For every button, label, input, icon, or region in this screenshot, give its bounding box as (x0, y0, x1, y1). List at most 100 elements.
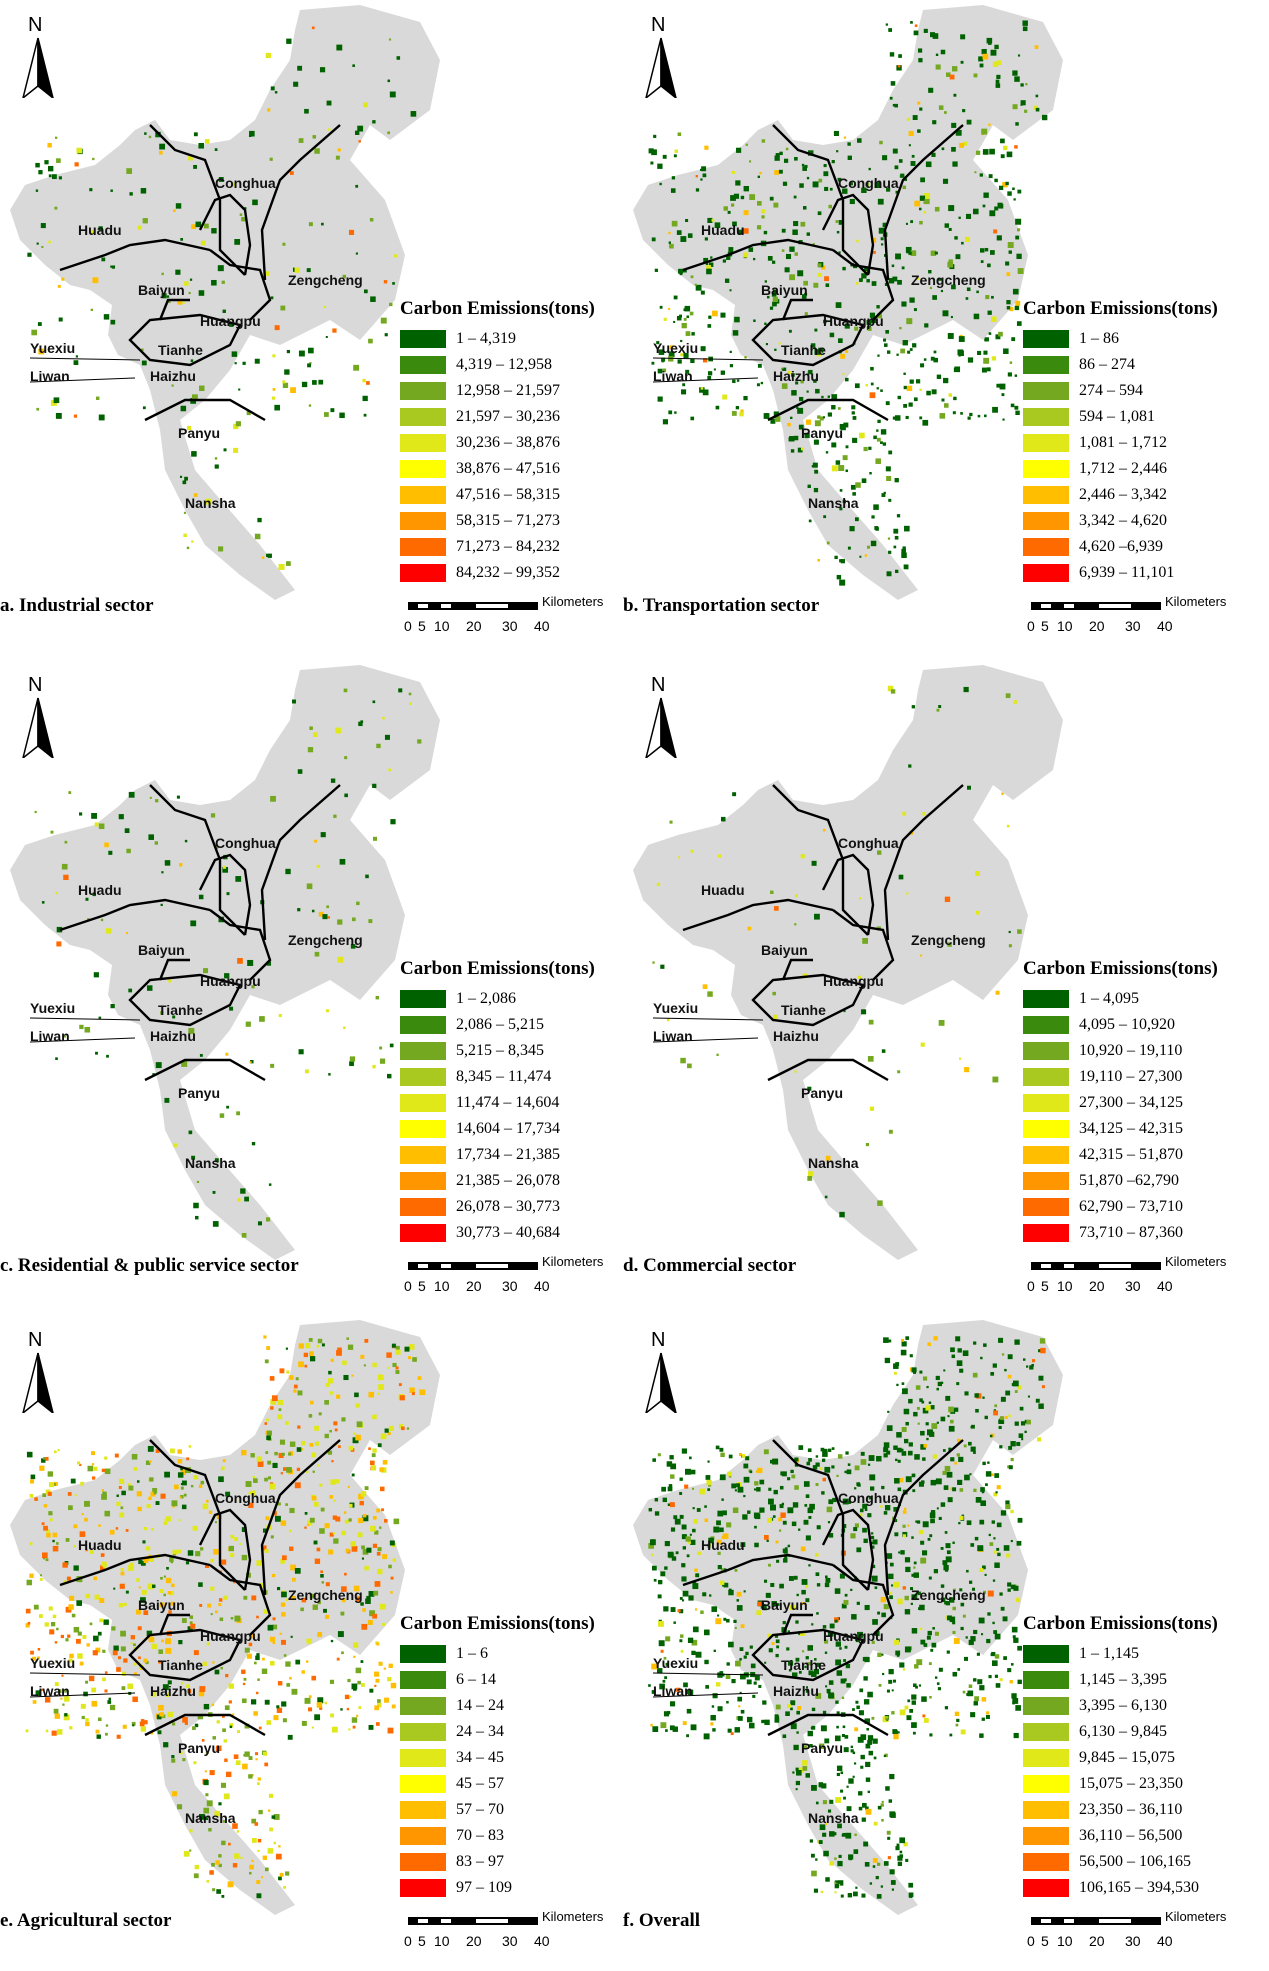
legend-range-label: 594 – 1,081 (1079, 408, 1155, 425)
district-label-conghua: Conghua (838, 1490, 899, 1506)
emission-pattern (648, 20, 1048, 586)
district-label-tianhe: Tianhe (781, 1002, 826, 1018)
district-boundaries (59, 784, 341, 1082)
scale-tick-label: 40 (1157, 1933, 1173, 1949)
legend-swatch (400, 1068, 446, 1086)
map-panel-a: N Conghua Huadu Baiyun Zengcheng Huangpu… (0, 0, 620, 650)
north-label: N (651, 14, 666, 36)
legend-range-label: 8,345 – 11,474 (456, 1068, 552, 1085)
north-label: N (651, 674, 666, 696)
legend-swatch (1023, 1801, 1069, 1819)
legend-range-label: 19,110 – 27,300 (1079, 1068, 1183, 1085)
legend-range-label: 71,273 – 84,232 (456, 538, 560, 555)
legend-row: 9,845 – 15,075 (1023, 1745, 1218, 1771)
legend-row: 1 – 4,319 (400, 326, 595, 352)
legend-range-label: 1,145 – 3,395 (1079, 1671, 1167, 1688)
legend-row: 86 – 274 (1023, 352, 1218, 378)
callout-lines (29, 1672, 141, 1698)
legend-range-label: 47,516 – 58,315 (456, 486, 560, 503)
district-label-liwan: Liwan (30, 368, 70, 384)
legend-swatch (1023, 1879, 1069, 1897)
legend-range-label: 2,446 – 3,342 (1079, 486, 1167, 503)
scale-tick-label: 10 (1057, 618, 1073, 634)
legend-swatch (400, 1146, 446, 1164)
scale-bar-graphic (408, 602, 538, 610)
district-label-liwan: Liwan (30, 1028, 70, 1044)
legend-rows: 1 – 2,086 2,086 – 5,215 5,215 – 8,345 8,345… (400, 986, 595, 1246)
district-label-panyu: Panyu (178, 1740, 221, 1756)
district-label-panyu: Panyu (801, 1740, 844, 1756)
district-label-baiyun: Baiyun (761, 942, 808, 958)
city-boundary-shape (633, 5, 1063, 600)
legend-swatch (400, 1853, 446, 1871)
district-label-huadu: Huadu (78, 1537, 122, 1553)
legend-range-label: 6,939 – 11,101 (1079, 564, 1175, 581)
district-label-baiyun: Baiyun (138, 282, 185, 298)
legend-title: Carbon Emissions(tons) (400, 298, 595, 319)
district-label-panyu: Panyu (801, 1085, 844, 1101)
district-label-nansha: Nansha (185, 1155, 236, 1171)
legend-swatch (1023, 434, 1069, 452)
legend-range-label: 1,081 – 1,712 (1079, 434, 1167, 451)
district-label-liwan: Liwan (653, 1683, 693, 1699)
legend-swatch (1023, 330, 1069, 348)
legend-range-label: 3,395 – 6,130 (1079, 1697, 1167, 1714)
legend-row: 17,734 – 21,385 (400, 1142, 595, 1168)
scale-tick-label: 40 (1157, 618, 1173, 634)
legend-range-label: 26,078 – 30,773 (456, 1198, 560, 1215)
district-label-baiyun: Baiyun (138, 942, 185, 958)
district-label-liwan: Liwan (653, 368, 693, 384)
legend-swatch (400, 408, 446, 426)
district-label-baiyun: Baiyun (761, 282, 808, 298)
legend-range-label: 30,236 – 38,876 (456, 434, 560, 451)
district-label-conghua: Conghua (215, 175, 276, 191)
legend-range-label: 1 – 6 (456, 1645, 488, 1662)
north-arrow-icon (644, 37, 678, 100)
scale-tick-label: 0 (404, 1933, 412, 1949)
north-arrow: N (18, 674, 58, 760)
legend-swatch (1023, 460, 1069, 478)
scale-tick-label: 30 (1125, 1933, 1141, 1949)
legend-row: 3,395 – 6,130 (1023, 1693, 1218, 1719)
scale-tick-label: 20 (1089, 1278, 1105, 1294)
legend-swatch (400, 538, 446, 556)
scale-unit-label: Kilometers (1165, 594, 1227, 609)
map-canvas (633, 1320, 1063, 1915)
district-label-zengcheng: Zengcheng (911, 1587, 986, 1603)
district-label-yuexiu: Yuexiu (653, 1000, 699, 1016)
district-label-conghua: Conghua (838, 835, 899, 851)
legend-swatch (1023, 1172, 1069, 1190)
district-label-nansha: Nansha (808, 1810, 859, 1826)
city-boundary-shape (10, 5, 440, 600)
legend-range-label: 56,500 – 106,165 (1079, 1853, 1191, 1870)
scale-tick-label: 40 (534, 1933, 550, 1949)
panel-caption: a. Industrial sector (0, 595, 154, 616)
legend-row: 10,920 – 19,110 (1023, 1038, 1218, 1064)
scale-tick-label: 40 (1157, 1278, 1173, 1294)
district-boundaries (682, 784, 964, 1082)
scale-bar: Kilometers 0 5 10 20 30 40 (404, 1254, 603, 1294)
district-label-panyu: Panyu (801, 425, 844, 441)
district-label-huangpu: Huangpu (823, 313, 884, 329)
legend-row: 14,604 – 17,734 (400, 1116, 595, 1142)
legend-swatch (1023, 356, 1069, 374)
district-label-yuexiu: Yuexiu (30, 340, 76, 356)
scale-ticks: 0 5 10 20 30 40 (1027, 1933, 1207, 1949)
scale-unit-label: Kilometers (542, 594, 604, 609)
legend-swatch (400, 564, 446, 582)
city-boundary-shape (633, 665, 1063, 1260)
scale-unit-label: Kilometers (1165, 1254, 1227, 1269)
legend-row: 15,075 – 23,350 (1023, 1771, 1218, 1797)
legend-row: 34,125 – 42,315 (1023, 1116, 1218, 1142)
legend-row: 38,876 – 47,516 (400, 456, 595, 482)
legend-range-label: 34,125 – 42,315 (1079, 1120, 1183, 1137)
district-label-huangpu: Huangpu (200, 973, 261, 989)
district-label-zengcheng: Zengcheng (288, 1587, 363, 1603)
legend-swatch (1023, 486, 1069, 504)
district-label-nansha: Nansha (808, 1155, 859, 1171)
legend-range-label: 27,300 – 34,125 (1079, 1094, 1183, 1111)
emission-pattern (27, 26, 417, 570)
scale-tick-label: 30 (1125, 1278, 1141, 1294)
north-label: N (651, 1329, 666, 1351)
legend-swatch (400, 1172, 446, 1190)
